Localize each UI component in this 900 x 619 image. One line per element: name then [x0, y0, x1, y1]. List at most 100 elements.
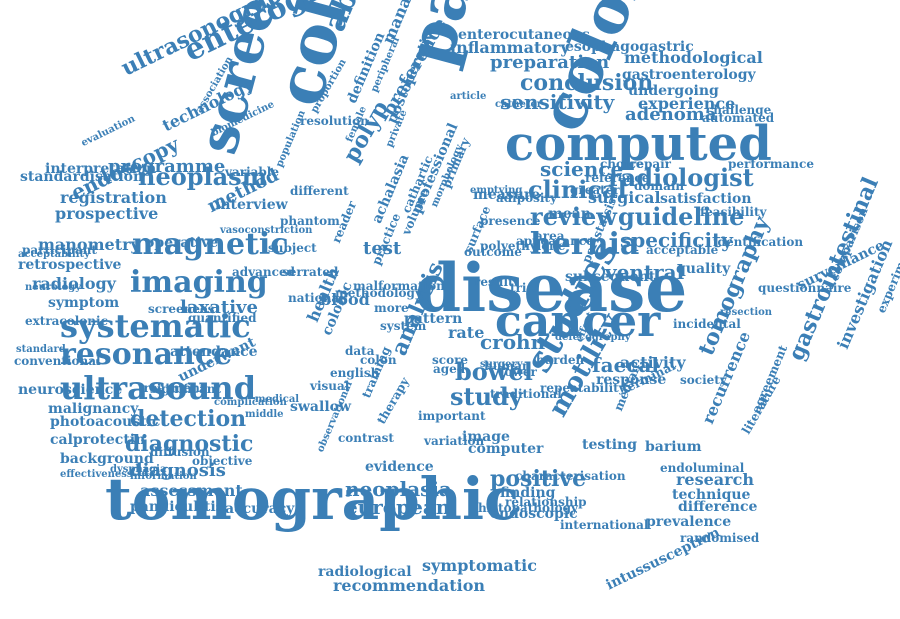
word-cloud-word: automated — [702, 111, 775, 125]
word-cloud-word: magnetic — [132, 227, 289, 262]
word-cloud-word: prospective — [55, 204, 159, 223]
word-cloud-word: malformation — [353, 279, 445, 293]
word-cloud-word: subject — [268, 241, 317, 255]
word-cloud-word: society — [680, 373, 727, 387]
word-cloud-word: dysphagia — [110, 464, 167, 475]
word-cloud-word: histopathology — [478, 501, 578, 515]
word-cloud-word: inflammatory — [450, 38, 570, 57]
word-cloud-word: adenoma — [625, 104, 717, 125]
word-cloud-word: accuracy — [225, 501, 295, 517]
word-cloud-word: photoacoustic — [50, 414, 161, 430]
word-cloud-word: diagnosis — [130, 460, 226, 481]
word-cloud-word: radiologist — [608, 163, 754, 192]
word-cloud-word: bowel — [455, 357, 533, 386]
word-cloud-word: prevalence — [646, 514, 732, 530]
word-cloud-word: science — [540, 157, 624, 181]
word-cloud-word: result — [474, 275, 514, 289]
word-cloud-word: background — [60, 451, 154, 467]
word-cloud-word: response — [596, 372, 667, 388]
word-cloud-word: finding — [500, 485, 556, 501]
word-cloud-word: treatment — [138, 381, 206, 395]
word-cloud-word: lower — [500, 365, 537, 379]
word-cloud-word: ventral — [605, 260, 685, 284]
word-cloud-word: acceptability — [18, 249, 90, 260]
word-cloud-word: objective — [192, 454, 253, 468]
word-cloud-word: faecal — [592, 353, 660, 377]
word-cloud-word: emptying — [470, 185, 523, 196]
word-cloud-word: middle — [245, 409, 284, 420]
word-cloud-word: symptomatic — [422, 556, 537, 575]
word-cloud-word: positive — [490, 466, 587, 492]
word-cloud-word: evidence — [365, 459, 434, 475]
word-cloud-word: greater — [570, 183, 620, 197]
word-cloud-word: subsequent — [565, 269, 656, 285]
word-cloud-word: radiological — [318, 564, 412, 580]
word-cloud-word: methodological — [624, 48, 763, 67]
word-cloud-word: technique — [672, 487, 751, 503]
word-cloud-word: attendance — [170, 344, 258, 360]
word-cloud-word: satisfaction — [660, 191, 752, 207]
word-cloud-word: different — [290, 184, 349, 198]
word-cloud-word: polyethylene — [480, 239, 566, 253]
word-cloud-word: repair — [630, 157, 672, 171]
word-cloud-word: test — [363, 238, 402, 259]
word-cloud-word: traditional — [490, 387, 562, 401]
word-cloud-word: reference — [585, 171, 650, 185]
word-cloud-word: quantified — [188, 311, 257, 325]
word-cloud-word: crohn — [480, 330, 546, 354]
word-cloud-word: study — [450, 382, 523, 411]
word-cloud-word: incidental — [673, 317, 741, 331]
word-cloud-word: guideline — [618, 202, 745, 231]
word-cloud-word: swallow — [290, 399, 352, 415]
word-cloud-word: questionnaire — [758, 281, 852, 295]
word-cloud-word: resonance — [60, 337, 233, 372]
word-cloud-word: diagnostic — [125, 431, 254, 457]
word-cloud-word: interpretation — [45, 161, 157, 177]
word-cloud-word: aged — [433, 362, 466, 376]
word-cloud-word: preparation — [490, 52, 610, 73]
word-cloud-word: symptom — [48, 295, 120, 311]
word-cloud-word: score — [432, 353, 469, 367]
word-cloud-word: characterisation — [515, 469, 626, 483]
word-cloud-word: standard — [16, 344, 66, 355]
word-cloud-word: malignancy — [48, 401, 139, 417]
word-cloud-word: burden — [536, 353, 585, 367]
word-cloud-word: visual — [310, 379, 350, 393]
word-cloud-word: outcome — [464, 245, 522, 259]
word-cloud-word: performance — [728, 157, 814, 171]
word-cloud-word: recommendation — [333, 576, 486, 595]
word-cloud-word: serrated — [282, 265, 339, 279]
word-cloud-word: neoplasm — [138, 162, 268, 191]
word-cloud-word: esophagogastric — [565, 39, 694, 55]
word-cloud-word: therapy — [374, 375, 412, 427]
word-cloud-word: area — [535, 229, 565, 243]
word-cloud-word: difference — [678, 499, 758, 515]
word-cloud-word: human — [484, 359, 531, 373]
word-cloud-word: screenees — [148, 302, 215, 316]
word-cloud-word: endoscopic — [490, 506, 578, 522]
word-cloud-word: data — [345, 344, 375, 358]
word-cloud-word: contrast — [338, 431, 394, 445]
word-cloud-word: neurology — [25, 282, 82, 293]
word-cloud-word: phantom — [280, 214, 340, 228]
word-cloud-word: neoplasia — [345, 477, 452, 501]
word-cloud-word: participant — [22, 243, 97, 257]
word-cloud-word: neuroscience — [18, 382, 123, 398]
word-cloud-word: vasoconstriction — [220, 225, 313, 236]
word-cloud-word: important — [418, 409, 486, 423]
word-cloud-word: ultrasound — [60, 369, 257, 407]
word-cloud-word: significant — [150, 382, 222, 396]
word-cloud-word: repeatability — [540, 381, 626, 395]
word-cloud-word: choice — [600, 157, 644, 171]
word-cloud-word: registration — [60, 188, 167, 207]
word-cloud-word: hernia — [530, 227, 640, 262]
word-cloud-word: testing — [582, 437, 638, 453]
word-cloud-word: methodology — [335, 286, 422, 300]
word-cloud-word: more — [374, 301, 409, 315]
word-cloud-word: sensitivity — [500, 90, 615, 114]
word-cloud-word: enterocutaneous — [458, 27, 590, 43]
word-cloud-word: measure — [473, 187, 541, 203]
word-cloud-word: computed — [505, 116, 772, 172]
word-cloud-word: disease — [415, 249, 688, 327]
